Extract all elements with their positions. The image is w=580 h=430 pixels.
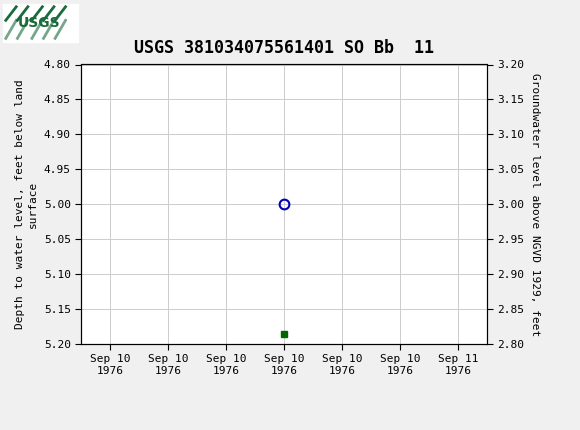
Title: USGS 381034075561401 SO Bb  11: USGS 381034075561401 SO Bb 11 <box>134 40 434 57</box>
Bar <box>3 3 78 42</box>
Y-axis label: Depth to water level, feet below land
surface: Depth to water level, feet below land su… <box>15 80 38 329</box>
Text: USGS: USGS <box>18 15 61 30</box>
Y-axis label: Groundwater level above NGVD 1929, feet: Groundwater level above NGVD 1929, feet <box>530 73 540 336</box>
